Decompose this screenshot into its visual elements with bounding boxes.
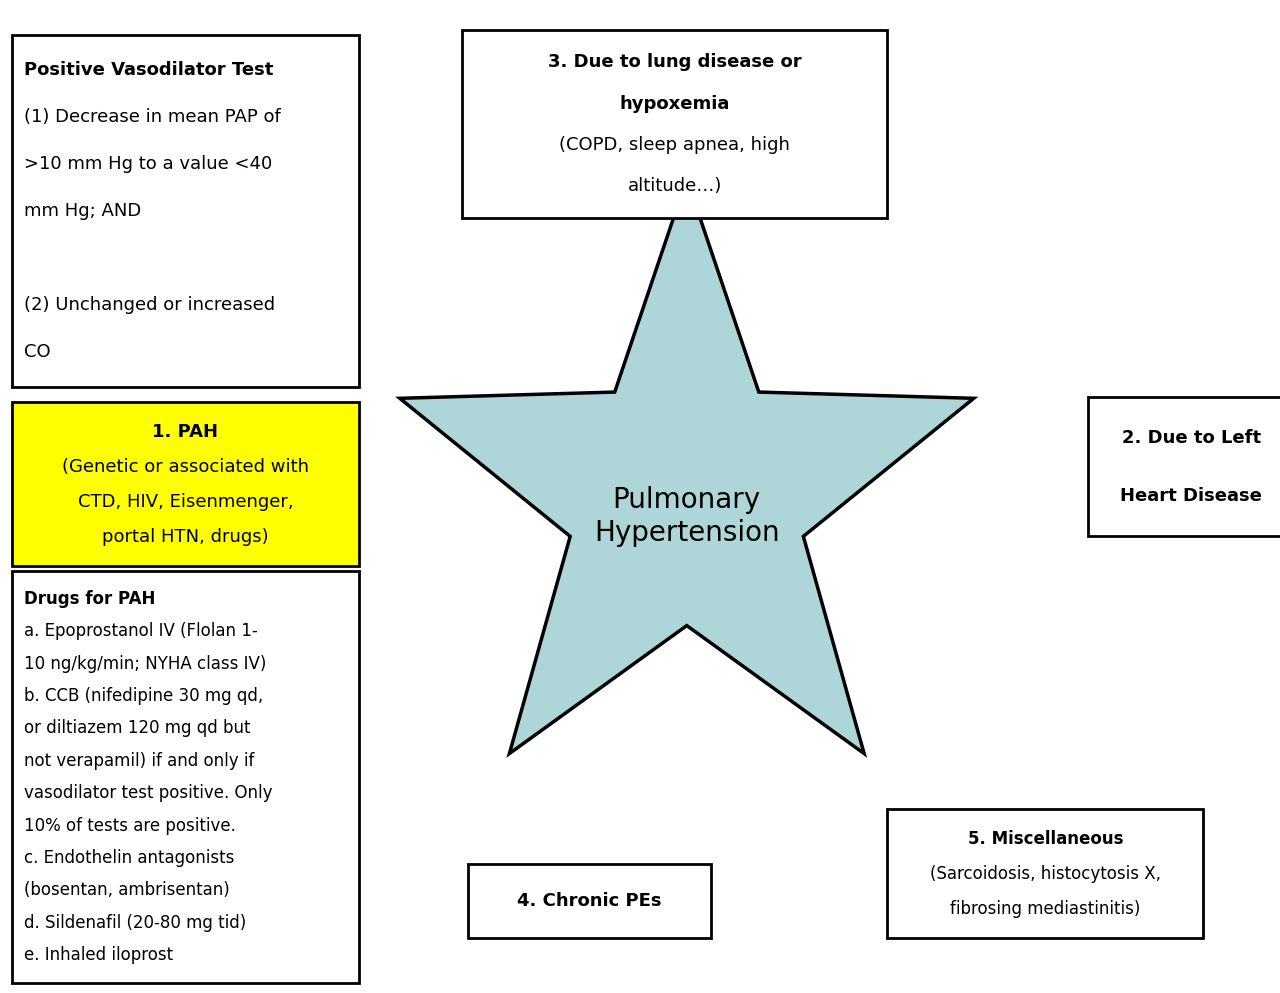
Text: 5. Miscellaneous: 5. Miscellaneous <box>968 830 1123 848</box>
Text: 2. Due to Left: 2. Due to Left <box>1121 429 1261 447</box>
Text: (1) Decrease in mean PAP of: (1) Decrease in mean PAP of <box>24 108 282 126</box>
Text: b. CCB (nifedipine 30 mg qd,: b. CCB (nifedipine 30 mg qd, <box>24 687 264 705</box>
FancyBboxPatch shape <box>887 809 1203 938</box>
Text: d. Sildenafil (20-80 mg tid): d. Sildenafil (20-80 mg tid) <box>24 914 247 931</box>
Text: c. Endothelin antagonists: c. Endothelin antagonists <box>24 849 234 867</box>
Text: Positive Vasodilator Test: Positive Vasodilator Test <box>24 62 274 79</box>
Polygon shape <box>399 179 974 754</box>
Text: portal HTN, drugs): portal HTN, drugs) <box>102 527 269 545</box>
Text: 4. Chronic PEs: 4. Chronic PEs <box>517 892 662 911</box>
Text: Heart Disease: Heart Disease <box>1120 487 1262 504</box>
FancyBboxPatch shape <box>12 571 358 983</box>
Text: fibrosing mediastinitis): fibrosing mediastinitis) <box>950 900 1140 918</box>
Text: CO: CO <box>24 343 51 360</box>
Text: CTD, HIV, Eisenmenger,: CTD, HIV, Eisenmenger, <box>78 493 293 510</box>
Text: (Genetic or associated with: (Genetic or associated with <box>61 458 308 476</box>
FancyBboxPatch shape <box>1088 397 1280 536</box>
Text: 10 ng/kg/min; NYHA class IV): 10 ng/kg/min; NYHA class IV) <box>24 654 266 673</box>
Text: e. Inhaled iloprost: e. Inhaled iloprost <box>24 946 173 964</box>
Text: mm Hg; AND: mm Hg; AND <box>24 202 142 220</box>
Text: hypoxemia: hypoxemia <box>620 94 730 112</box>
Text: 10% of tests are positive.: 10% of tests are positive. <box>24 816 237 834</box>
Text: vasodilator test positive. Only: vasodilator test positive. Only <box>24 784 273 802</box>
Text: not verapamil) if and only if: not verapamil) if and only if <box>24 752 255 770</box>
Text: Drugs for PAH: Drugs for PAH <box>24 590 156 608</box>
Text: >10 mm Hg to a value <40: >10 mm Hg to a value <40 <box>24 155 273 173</box>
FancyBboxPatch shape <box>12 402 358 566</box>
FancyBboxPatch shape <box>468 864 712 938</box>
Text: altitude…): altitude…) <box>627 177 722 195</box>
Text: (COPD, sleep apnea, high: (COPD, sleep apnea, high <box>559 136 790 154</box>
Text: Pulmonary
Hypertension: Pulmonary Hypertension <box>594 487 780 546</box>
Text: (Sarcoidosis, histocytosis X,: (Sarcoidosis, histocytosis X, <box>929 865 1161 883</box>
Text: (bosentan, ambrisentan): (bosentan, ambrisentan) <box>24 881 230 900</box>
Text: a. Epoprostanol IV (Flolan 1-: a. Epoprostanol IV (Flolan 1- <box>24 623 259 640</box>
Text: 3. Due to lung disease or: 3. Due to lung disease or <box>548 54 801 71</box>
FancyBboxPatch shape <box>462 30 887 218</box>
Text: (2) Unchanged or increased: (2) Unchanged or increased <box>24 296 275 314</box>
Text: 1. PAH: 1. PAH <box>152 423 219 441</box>
FancyBboxPatch shape <box>12 35 358 387</box>
Text: or diltiazem 120 mg qd but: or diltiazem 120 mg qd but <box>24 720 251 738</box>
